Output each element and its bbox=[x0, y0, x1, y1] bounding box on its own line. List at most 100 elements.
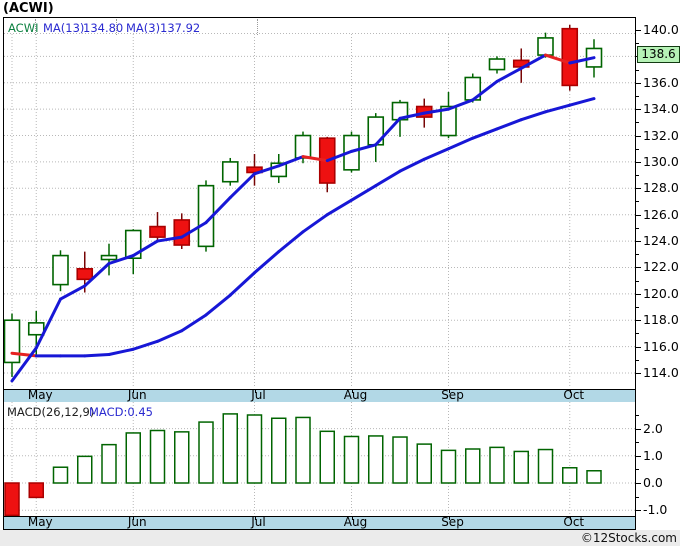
ma-line bbox=[422, 147, 450, 161]
ma-line bbox=[325, 149, 353, 163]
axis-tick bbox=[636, 359, 639, 361]
axis-label: 140.0 bbox=[643, 22, 679, 37]
macd-bar-positive bbox=[489, 446, 505, 484]
macd-bar-positive bbox=[77, 455, 93, 484]
ma-line bbox=[180, 221, 208, 239]
axis-tick bbox=[636, 227, 639, 229]
ma-line bbox=[59, 284, 87, 301]
ma-line bbox=[544, 53, 572, 65]
axis-tick bbox=[636, 320, 641, 322]
axis-tick bbox=[636, 496, 639, 498]
axis-label: 128.0 bbox=[643, 180, 679, 196]
candle-up bbox=[488, 58, 506, 71]
ma-line bbox=[277, 230, 305, 254]
axis-tick bbox=[636, 483, 641, 484]
macd-y-axis: 2.0 1.0 0.0 -1.0 bbox=[636, 402, 680, 528]
page-title: (ACWI) bbox=[3, 1, 54, 16]
axis-tick bbox=[636, 69, 639, 71]
month-label-jun: Jun bbox=[127, 515, 147, 529]
axis-label: 132.0 bbox=[643, 127, 679, 143]
month-tick bbox=[448, 390, 450, 393]
watermark: ©12Stocks.com bbox=[580, 531, 677, 545]
axis-label: -1.0 bbox=[643, 502, 668, 518]
legend-ma3-label: MA(3) bbox=[126, 21, 161, 35]
legend-ma3-value: 137.92 bbox=[160, 21, 201, 35]
axis-tick bbox=[636, 469, 639, 471]
macd-bar-positive bbox=[149, 429, 166, 484]
macd-bar-positive bbox=[295, 416, 311, 484]
macd-legend-label: MACD(26,12,9) bbox=[7, 405, 95, 419]
macd-bar-positive bbox=[465, 448, 481, 484]
ma-line bbox=[447, 136, 475, 151]
price-x-axis: May Jun Jul Aug Sep Oct bbox=[4, 389, 635, 402]
axis-tick bbox=[636, 267, 641, 269]
price-plot bbox=[4, 24, 635, 388]
ma-line bbox=[83, 261, 111, 288]
ma-line bbox=[228, 271, 256, 297]
macd-bar-positive bbox=[416, 443, 432, 484]
axis-tick bbox=[636, 307, 639, 309]
ma-line bbox=[107, 347, 135, 357]
axis-tick bbox=[636, 455, 641, 457]
month-tick bbox=[448, 517, 450, 520]
candle-up bbox=[221, 161, 239, 183]
month-label-aug: Aug bbox=[343, 515, 368, 529]
axis-tick bbox=[636, 428, 641, 430]
candle-up bbox=[27, 322, 45, 336]
candle-up bbox=[100, 254, 118, 261]
macd-bar-positive bbox=[440, 449, 457, 484]
axis-tick bbox=[636, 95, 639, 97]
macd-bar-positive bbox=[586, 470, 602, 484]
ma-line bbox=[350, 184, 378, 202]
legend-separator bbox=[35, 19, 36, 35]
axis-label: 134.0 bbox=[643, 101, 679, 117]
ma-line bbox=[301, 155, 329, 163]
axis-tick bbox=[636, 280, 639, 282]
ma-line bbox=[156, 329, 184, 343]
ma-line bbox=[204, 293, 232, 317]
axis-tick bbox=[636, 510, 641, 512]
ma-line bbox=[107, 254, 135, 265]
month-label-may: May bbox=[27, 515, 53, 529]
ma-line bbox=[568, 97, 596, 107]
macd-bar-positive bbox=[537, 448, 554, 484]
ma-line bbox=[447, 98, 475, 111]
axis-tick bbox=[636, 442, 639, 444]
axis-tick bbox=[636, 254, 639, 256]
ma-line bbox=[495, 66, 523, 83]
axis-tick bbox=[636, 415, 639, 416]
axis-tick bbox=[636, 148, 639, 150]
macd-bar-positive bbox=[174, 431, 190, 484]
macd-bar-negative bbox=[28, 482, 44, 499]
axis-tick bbox=[636, 122, 639, 124]
candle-up bbox=[537, 37, 554, 56]
axis-tick bbox=[636, 346, 641, 348]
macd-bar-negative bbox=[4, 482, 20, 516]
month-label-aug: Aug bbox=[343, 388, 368, 402]
price-chart-panel: ACWI MA(13) 134.80 MA(3) 137.92 May Jun Ju… bbox=[3, 17, 636, 402]
axis-label: 116.0 bbox=[643, 338, 679, 354]
ma-line bbox=[374, 116, 402, 147]
ma-line bbox=[519, 110, 547, 122]
macd-bar-positive bbox=[319, 430, 335, 484]
candle-up bbox=[52, 254, 69, 286]
month-tick bbox=[254, 390, 256, 393]
candle-up bbox=[124, 229, 142, 260]
candle-down bbox=[561, 27, 579, 87]
ma-line bbox=[228, 172, 256, 200]
axis-tick bbox=[636, 214, 641, 216]
macd-legend-value: MACD:0.45 bbox=[89, 405, 153, 419]
macd-bar-positive bbox=[392, 436, 408, 484]
month-tick bbox=[351, 390, 353, 393]
ma-line bbox=[350, 143, 378, 153]
ma-line bbox=[83, 353, 111, 358]
price-y-axis: 140.0 136.0 134.0 132.0 130.0 128.0 126.0 124.0… bbox=[636, 18, 680, 398]
macd-bar-positive bbox=[246, 414, 263, 484]
macd-bar-positive bbox=[52, 466, 69, 484]
axis-tick bbox=[636, 161, 641, 163]
ma-line bbox=[180, 313, 208, 333]
axis-tick bbox=[636, 333, 639, 335]
legend-separator bbox=[116, 19, 117, 35]
axis-tick bbox=[636, 201, 639, 203]
ma-line bbox=[34, 297, 62, 350]
